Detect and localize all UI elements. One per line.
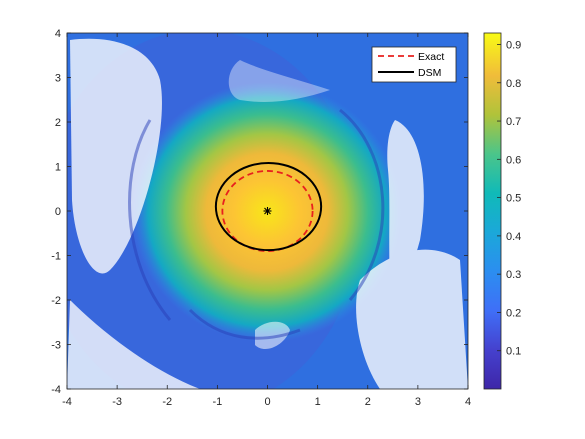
- legend: Exact DSM: [371, 46, 457, 83]
- x-tick-label: -3: [112, 396, 122, 408]
- colorbar-ticks: 0.1 0.2 0.3 0.4 0.5 0.6 0.7 0.8 0.9: [497, 39, 521, 358]
- x-tick-label: -2: [162, 396, 172, 408]
- x-tick-label: 2: [365, 396, 371, 408]
- colorbar-tick-label: 0.5: [506, 193, 521, 205]
- contour-band-lower: [255, 321, 290, 350]
- y-axis: -4 -3 -2 -1 0 1 2 3 4: [51, 28, 468, 396]
- contour-band-lower-right: [356, 249, 468, 389]
- legend-label-dsm: DSM: [418, 67, 441, 79]
- low-value-swirls: [128, 108, 385, 340]
- y-tick-label: 1: [55, 162, 61, 174]
- center-marker-stroke: [264, 207, 271, 215]
- contour-band-right: [387, 120, 424, 320]
- x-axis: -4 -3 -2 -1 0 1 2 3 4: [62, 33, 471, 408]
- curve-dsm: [214, 161, 323, 252]
- colorbar-tick-label: 0.4: [506, 231, 521, 243]
- legend-label-exact: Exact: [418, 51, 444, 63]
- x-tick-label: 4: [465, 396, 471, 408]
- swirl-right: [339, 108, 385, 301]
- colorbar-tick-label: 0.2: [506, 307, 521, 319]
- x-tick-label: -4: [62, 396, 72, 408]
- y-tick-label: -3: [51, 340, 61, 352]
- curves: [214, 161, 323, 252]
- colorbar-gradient: [483, 32, 502, 390]
- y-tick-label: -2: [51, 295, 61, 307]
- x-tick-label: 0: [264, 396, 270, 408]
- curve-exact: [221, 170, 314, 252]
- x-tick-label: -1: [212, 396, 222, 408]
- colorbar-tick-label: 0.1: [506, 346, 521, 358]
- y-tick-label: -4: [51, 384, 61, 396]
- colorbar-tick-label: 0.6: [506, 154, 521, 166]
- y-tick-label: 4: [55, 28, 61, 40]
- contour-band-bottom-left: [67, 300, 200, 389]
- center-marker: [263, 207, 272, 215]
- swirl-left: [128, 119, 172, 321]
- y-tick-label: 3: [55, 73, 61, 85]
- colorbar-tick-label: 0.8: [506, 78, 521, 90]
- contour-bands: [67, 38, 468, 389]
- y-tick-label: 2: [55, 117, 61, 129]
- contour-band-top: [228, 60, 330, 102]
- x-tick-label: 3: [415, 396, 421, 408]
- colorbar-tick-label: 0.9: [506, 39, 521, 51]
- heatmap-field: [67, 33, 468, 389]
- x-tick-label: 1: [315, 396, 321, 408]
- contour-band-left: [70, 38, 162, 274]
- swirl-bottom: [188, 308, 301, 340]
- y-tick-label: 0: [55, 206, 61, 218]
- colorbar-tick-label: 0.3: [506, 269, 521, 281]
- y-tick-label: -1: [51, 251, 61, 263]
- colorbar: 0.1 0.2 0.3 0.4 0.5 0.6 0.7 0.8 0.9: [483, 32, 521, 390]
- colorbar-tick-label: 0.7: [506, 116, 521, 128]
- legend-box: [371, 46, 457, 83]
